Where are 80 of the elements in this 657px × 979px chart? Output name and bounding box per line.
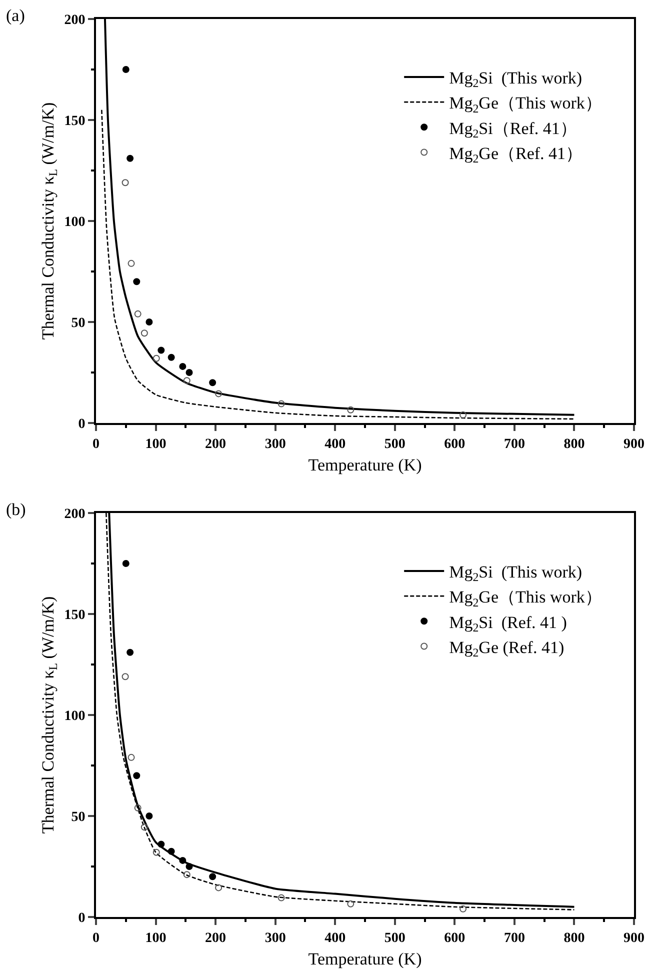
x-tick-label: 100 xyxy=(145,436,166,452)
point xyxy=(215,390,222,398)
x-tick-label: 0 xyxy=(92,930,100,946)
legend-label: Mg$_{2}$Ge（This work） xyxy=(449,588,602,610)
x-tick-label: 400 xyxy=(324,930,346,946)
point xyxy=(140,824,148,831)
point xyxy=(146,812,153,820)
x-tick-label: 300 xyxy=(264,436,286,452)
point xyxy=(209,379,216,386)
x-axis-title: Temperature (K) xyxy=(308,456,422,475)
x-tick-label: 100 xyxy=(145,930,166,946)
point xyxy=(460,905,467,912)
point xyxy=(179,362,186,370)
x-tick-label: 700 xyxy=(504,436,525,452)
x-tick-label: 600 xyxy=(444,930,466,946)
point xyxy=(152,848,160,856)
y-tick-label: 0 xyxy=(78,910,86,926)
legend-label: Mg$_{2}$Ge (Ref. 41) xyxy=(449,638,564,660)
x-tick-label: 700 xyxy=(504,930,525,946)
y-tick-label: 150 xyxy=(64,114,86,129)
y-tick-label: 100 xyxy=(64,214,86,230)
point xyxy=(347,900,354,908)
point xyxy=(168,354,175,361)
point xyxy=(183,871,190,878)
y-tick-label: 50 xyxy=(71,810,86,825)
legend-label: Mg$_{2}$Ge（This work） xyxy=(449,94,602,116)
point xyxy=(122,66,130,73)
point xyxy=(278,400,285,408)
point xyxy=(140,330,148,337)
x-tick-label: 900 xyxy=(624,436,644,452)
point xyxy=(122,179,129,186)
x-tick-label: 500 xyxy=(384,436,406,452)
x-tick-label: 600 xyxy=(444,436,466,452)
point xyxy=(134,310,142,318)
point xyxy=(168,848,175,855)
x-tick-label: 800 xyxy=(564,930,585,946)
point xyxy=(183,377,190,384)
legend-label: Mg$_{2}$Si（Ref. 41） xyxy=(449,118,577,140)
x-tick-label: 500 xyxy=(384,930,406,946)
point xyxy=(215,884,222,892)
point xyxy=(133,772,140,780)
y-tick-label: 200 xyxy=(64,12,86,28)
x-tick-label: 300 xyxy=(264,930,286,946)
y-tick-label: 150 xyxy=(64,608,86,623)
point xyxy=(209,873,216,880)
y-tick-label: 0 xyxy=(78,416,86,432)
x-tick-label: 400 xyxy=(324,436,346,452)
point xyxy=(158,346,165,354)
y-tick-label: 50 xyxy=(71,316,86,331)
point xyxy=(278,894,285,902)
legend-label: Mg$_{2}$Ge（Ref. 41） xyxy=(449,144,583,166)
point xyxy=(460,411,467,418)
point xyxy=(134,804,142,812)
point xyxy=(179,856,186,864)
chart-title: (a) xyxy=(6,6,25,25)
x-tick-label: 0 xyxy=(92,436,100,452)
x-tick-label: 800 xyxy=(564,436,585,452)
legend-label: Mg$_{2}$Si (Ref. 41 ) xyxy=(449,612,567,634)
x-tick-label: 200 xyxy=(205,930,226,946)
x-tick-label: 900 xyxy=(624,930,644,946)
point xyxy=(186,369,193,376)
point xyxy=(122,560,130,567)
point xyxy=(146,318,153,326)
point xyxy=(128,754,135,761)
point xyxy=(126,648,134,656)
point xyxy=(128,260,135,267)
point xyxy=(186,863,193,870)
point xyxy=(133,278,140,286)
point xyxy=(126,154,134,162)
y-tick-label: 200 xyxy=(64,506,86,522)
point xyxy=(158,840,165,848)
chart-title: (b) xyxy=(6,500,26,519)
x-axis-title: Temperature (K) xyxy=(308,950,422,969)
y-tick-label: 100 xyxy=(64,708,86,724)
point xyxy=(347,406,354,414)
legend-label: Mg$_{2}$Si (This work) xyxy=(449,562,582,584)
x-tick-label: 200 xyxy=(205,436,226,452)
point xyxy=(122,673,129,680)
legend-label: Mg$_{2}$Si (This work) xyxy=(449,68,582,90)
point xyxy=(152,354,160,362)
